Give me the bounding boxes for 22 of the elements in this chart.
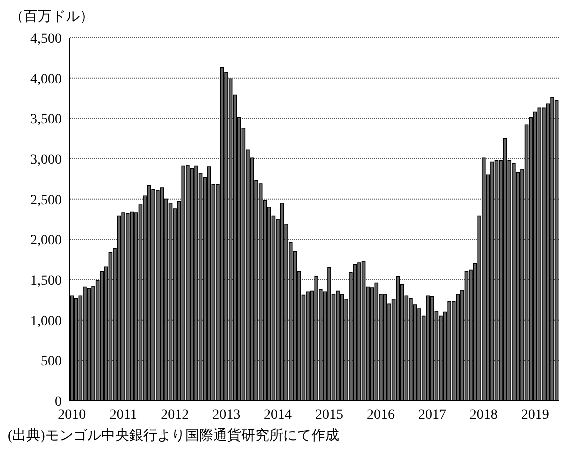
y-tick-label: 0	[55, 394, 62, 410]
x-tick-label: 2012	[161, 408, 190, 423]
x-tick-label: 2015	[316, 408, 344, 423]
x-tick-label: 2014	[264, 408, 292, 423]
text: (出典)モンゴル中央銀行より国際通貨研究所にて作成	[8, 427, 340, 445]
y-tick-label: 3,000	[30, 152, 62, 168]
x-tick-label: 2013	[212, 408, 241, 423]
x-tick-label: 2016	[366, 408, 395, 423]
y-tick-label: 1,500	[30, 274, 62, 289]
y-tick-label: 2,000	[30, 234, 62, 249]
x-tick-label: 2019	[521, 408, 550, 423]
y-tick-label: 2,500	[30, 193, 62, 208]
x-tick-label: 2017	[418, 408, 446, 423]
x-tick-label: 2010	[58, 408, 86, 423]
y-tick-label: 4,000	[30, 72, 62, 88]
x-tick-label: 2018	[470, 408, 498, 423]
x-tick-label: 2011	[110, 408, 138, 423]
y-tick-label: 3,500	[30, 112, 62, 128]
y-tick-label: 500	[41, 354, 62, 370]
y-tick-label: 1,000	[30, 314, 62, 330]
y-tick-label: 4,500	[30, 32, 62, 47]
y-axis-title: （百万ドル）	[9, 9, 95, 27]
